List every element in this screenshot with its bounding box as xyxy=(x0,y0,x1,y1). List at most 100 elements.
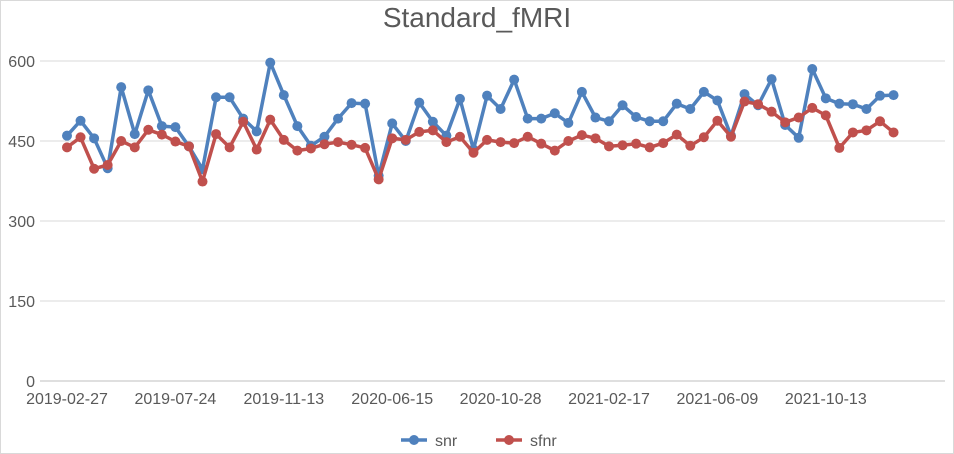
data-point-snr xyxy=(739,89,750,100)
y-tick-label: 600 xyxy=(8,54,35,71)
data-point-snr xyxy=(251,126,262,137)
data-point-sfnr xyxy=(522,131,533,142)
data-point-snr xyxy=(712,95,723,106)
data-point-sfnr xyxy=(847,127,858,138)
data-point-snr xyxy=(698,86,709,97)
data-point-sfnr xyxy=(820,110,831,121)
data-point-sfnr xyxy=(251,144,262,155)
data-point-snr xyxy=(617,100,628,111)
data-point-sfnr xyxy=(468,147,479,158)
data-point-sfnr xyxy=(495,137,506,148)
data-point-sfnr xyxy=(414,126,425,137)
legend-label-sfnr: sfnr xyxy=(530,433,557,450)
data-point-sfnr xyxy=(346,139,357,150)
data-point-sfnr xyxy=(888,127,899,138)
data-point-snr xyxy=(224,92,235,103)
data-point-sfnr xyxy=(292,145,303,156)
data-point-sfnr xyxy=(590,133,601,144)
data-point-sfnr xyxy=(224,142,235,153)
data-point-sfnr xyxy=(604,141,614,152)
data-point-snr xyxy=(875,90,885,101)
data-point-sfnr xyxy=(62,142,72,153)
data-point-sfnr xyxy=(766,106,777,117)
x-tick-label: 2019-02-27 xyxy=(26,391,108,408)
data-point-sfnr xyxy=(89,163,100,174)
data-point-sfnr xyxy=(454,131,465,142)
data-point-snr xyxy=(129,129,140,140)
legend-marker-sfnr xyxy=(504,435,514,445)
data-point-snr xyxy=(888,90,899,101)
data-point-snr xyxy=(319,131,330,142)
x-tick-label: 2019-11-13 xyxy=(243,391,324,408)
data-point-snr xyxy=(75,115,86,126)
data-point-snr xyxy=(427,116,438,127)
y-tick-label: 0 xyxy=(26,374,35,391)
data-point-sfnr xyxy=(197,176,208,187)
data-point-snr xyxy=(861,104,872,114)
data-point-sfnr xyxy=(807,102,818,113)
data-point-sfnr xyxy=(75,132,86,143)
data-point-sfnr xyxy=(685,140,696,151)
data-point-snr xyxy=(278,90,289,101)
data-point-snr xyxy=(143,85,154,96)
data-point-snr xyxy=(793,132,804,143)
data-point-sfnr xyxy=(753,99,764,110)
data-point-sfnr xyxy=(631,138,642,149)
data-point-snr xyxy=(834,98,845,109)
data-point-snr xyxy=(766,74,777,85)
data-point-sfnr xyxy=(278,134,289,145)
data-point-snr xyxy=(292,121,303,132)
data-point-snr xyxy=(116,82,127,93)
data-point-sfnr xyxy=(658,138,669,149)
y-tick-label: 450 xyxy=(8,134,35,151)
legend-label-snr: snr xyxy=(435,433,458,450)
data-point-sfnr xyxy=(644,142,655,153)
data-point-snr xyxy=(62,130,72,141)
data-point-snr xyxy=(211,92,222,103)
x-tick-label: 2021-06-09 xyxy=(676,391,758,408)
data-point-sfnr xyxy=(319,139,330,150)
data-point-snr xyxy=(820,93,831,104)
y-tick-label: 300 xyxy=(8,214,35,231)
data-point-snr xyxy=(685,104,696,114)
data-point-snr xyxy=(563,117,574,128)
data-point-snr xyxy=(414,97,425,108)
data-point-sfnr xyxy=(427,125,438,136)
y-tick-label: 150 xyxy=(8,294,35,311)
data-point-snr xyxy=(807,64,818,74)
data-point-sfnr xyxy=(617,140,628,151)
data-point-snr xyxy=(576,86,587,97)
data-point-snr xyxy=(454,93,465,104)
data-point-snr xyxy=(495,104,506,114)
data-point-snr xyxy=(536,113,547,124)
data-point-sfnr xyxy=(373,174,384,185)
data-point-sfnr xyxy=(671,129,682,140)
data-point-snr xyxy=(170,122,181,133)
data-point-sfnr xyxy=(102,160,113,170)
data-point-snr xyxy=(644,116,655,127)
data-point-sfnr xyxy=(305,143,316,154)
data-point-sfnr xyxy=(360,142,371,153)
data-point-sfnr xyxy=(387,133,398,144)
data-point-sfnr xyxy=(156,129,167,140)
data-point-sfnr xyxy=(739,96,750,107)
data-point-sfnr xyxy=(482,134,493,145)
data-point-snr xyxy=(671,98,682,109)
data-point-sfnr xyxy=(333,137,343,148)
data-point-sfnr xyxy=(143,124,154,135)
data-point-snr xyxy=(89,133,100,144)
legend-marker-snr xyxy=(409,435,419,445)
data-point-sfnr xyxy=(116,136,127,146)
data-point-sfnr xyxy=(698,132,709,143)
data-point-snr xyxy=(847,99,858,110)
data-point-snr xyxy=(346,98,357,109)
data-point-snr xyxy=(333,113,343,124)
data-point-sfnr xyxy=(834,142,845,153)
data-point-snr xyxy=(387,118,398,129)
data-point-snr xyxy=(590,112,601,123)
data-point-snr xyxy=(604,116,614,127)
x-tick-label: 2019-07-24 xyxy=(134,391,216,408)
data-point-sfnr xyxy=(780,117,791,128)
x-tick-label: 2021-10-13 xyxy=(785,391,867,408)
